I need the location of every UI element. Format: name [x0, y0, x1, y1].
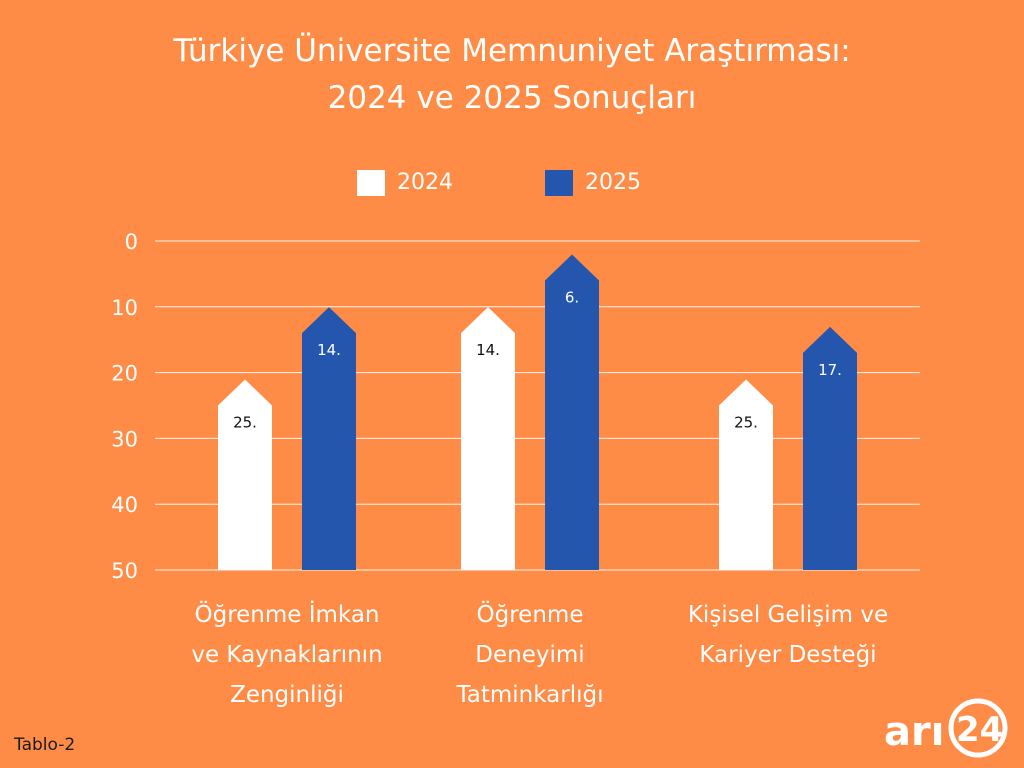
legend-swatch-2024: [357, 170, 385, 196]
bar-2024-2: [719, 379, 773, 570]
y-tick-label-20: 20: [111, 362, 138, 386]
category-label-1-line-1: Deneyimi: [475, 642, 584, 668]
chart-title-line-1: Türkiye Üniversite Memnuniyet Araştırmas…: [173, 33, 851, 69]
y-tick-label-0: 0: [125, 230, 138, 254]
data-label-2024-1: 14.: [476, 341, 500, 359]
bar-2025-1: [545, 254, 599, 571]
category-label-2-line-0: Kişisel Gelişim ve: [688, 602, 888, 628]
data-label-2025-1: 6.: [565, 288, 579, 306]
y-tick-label-30: 30: [111, 427, 138, 451]
chart-title-line-2: 2024 ve 2025 Sonuçları: [327, 80, 697, 116]
y-tick-label-50: 50: [111, 559, 138, 583]
category-label-1-line-2: Tatminkarlığı: [456, 682, 604, 708]
svg-text:arı: arı: [884, 709, 944, 755]
category-label-0-line-0: Öğrenme İmkan: [194, 600, 379, 628]
footer-label: Tablo-2: [14, 735, 76, 755]
y-tick-label-40: 40: [111, 493, 138, 517]
y-tick-label-10: 10: [111, 296, 138, 320]
data-label-2025-0: 14.: [317, 341, 341, 359]
svg-text:24: 24: [956, 710, 1003, 750]
data-label-2024-2: 25.: [734, 414, 758, 432]
data-label-2024-0: 25.: [233, 414, 257, 432]
legend: 2024 2025: [0, 168, 1024, 198]
ari24-logo: arı 24: [884, 698, 1008, 758]
bar-2025-2: [803, 326, 857, 570]
data-label-2025-2: 17.: [818, 361, 842, 379]
chart-title: Türkiye Üniversite Memnuniyet Araştırmas…: [0, 28, 1024, 122]
legend-label-2025: 2025: [585, 170, 641, 195]
legend-label-2024: 2024: [397, 170, 453, 195]
bar-2024-0: [218, 379, 272, 570]
bar-2024-1: [461, 307, 515, 570]
category-label-0-line-2: Zenginliği: [230, 682, 344, 708]
legend-swatch-2025: [545, 170, 573, 196]
category-label-2-line-1: Kariyer Desteği: [699, 642, 876, 668]
category-label-1-line-0: Öğrenme: [477, 600, 584, 628]
bar-2025-0: [302, 307, 356, 570]
category-label-0-line-1: ve Kaynaklarının: [191, 642, 382, 668]
